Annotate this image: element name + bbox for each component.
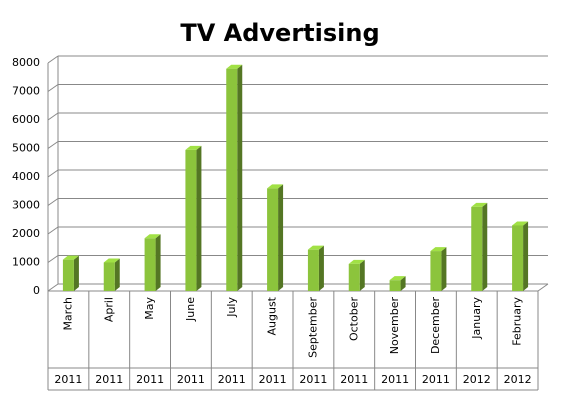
- grid-line: [47, 283, 59, 292]
- y-tick-label: 6000: [12, 113, 40, 126]
- bar-top: [185, 145, 202, 150]
- bar-side: [73, 255, 79, 291]
- y-tick-label: 3000: [12, 199, 40, 212]
- x-tick-label: January: [470, 297, 483, 340]
- bar: [144, 238, 156, 291]
- x-group-label: 2011: [340, 373, 368, 386]
- bar-top: [103, 258, 120, 263]
- y-tick-label: 0: [33, 284, 40, 297]
- x-tick-label: October: [347, 297, 360, 341]
- bar: [389, 280, 401, 291]
- grid-line: [47, 112, 59, 121]
- bar: [512, 225, 524, 291]
- bar: [348, 263, 360, 291]
- grid-line: [47, 255, 59, 263]
- x-group-label: 2011: [54, 373, 82, 386]
- y-tick-label: 8000: [12, 56, 40, 69]
- bar-top: [512, 221, 529, 226]
- y-tick-label: 7000: [12, 85, 40, 98]
- bar: [471, 206, 483, 291]
- grid-line: [47, 198, 59, 206]
- y-tick-label: 1000: [12, 256, 40, 269]
- bar-top: [226, 64, 243, 69]
- chart-title: TV Advertising: [180, 19, 379, 47]
- x-tick-label: June: [184, 297, 197, 322]
- x-group-label: 2011: [177, 373, 205, 386]
- bar-side: [155, 234, 161, 291]
- bar: [103, 262, 115, 291]
- x-group-label: 2012: [463, 373, 491, 386]
- bar-side: [278, 184, 284, 291]
- x-group-label: 2011: [422, 373, 450, 386]
- bar-top: [430, 247, 447, 252]
- bar-side: [237, 64, 243, 291]
- y-tick-label: 5000: [12, 142, 40, 155]
- x-tick-label: July: [225, 297, 238, 318]
- bar-side: [523, 221, 529, 291]
- x-group-label: 2011: [218, 373, 246, 386]
- x-tick-label: May: [143, 297, 156, 320]
- x-group-label: 2011: [299, 373, 327, 386]
- bar-side: [482, 202, 488, 291]
- bar-top: [267, 184, 284, 189]
- bar-side: [441, 247, 447, 291]
- bar-side: [114, 258, 120, 291]
- x-tick-label: December: [429, 297, 442, 355]
- bar-side: [318, 245, 324, 291]
- bar-side: [359, 259, 365, 291]
- floor-edge: [537, 283, 549, 292]
- bar-top: [389, 276, 406, 281]
- bar: [267, 188, 279, 291]
- grid-line: [47, 226, 59, 235]
- x-group-label: 2011: [95, 373, 123, 386]
- y-tick-label: 2000: [12, 227, 40, 240]
- x-tick-label: August: [266, 296, 279, 335]
- x-group-label: 2011: [259, 373, 287, 386]
- grid-line: [47, 141, 59, 149]
- bar-top: [307, 245, 324, 250]
- bar: [430, 251, 442, 291]
- grid-line: [47, 169, 59, 178]
- bar: [307, 249, 319, 291]
- bar-top: [471, 202, 488, 207]
- bar: [62, 259, 74, 291]
- bar: [185, 149, 197, 291]
- bar-side: [196, 145, 202, 291]
- bar-top: [348, 259, 365, 264]
- bar-top: [62, 255, 79, 260]
- x-tick-label: March: [61, 297, 74, 331]
- grid-line: [47, 84, 59, 92]
- x-group-label: 2011: [381, 373, 409, 386]
- x-tick-label: April: [102, 297, 115, 322]
- x-tick-label: February: [511, 297, 524, 346]
- bar-top: [144, 234, 161, 239]
- grid-line: [47, 55, 59, 64]
- x-tick-label: September: [306, 297, 319, 358]
- bar-side: [400, 276, 406, 291]
- x-group-label: 2011: [136, 373, 164, 386]
- x-tick-label: November: [388, 297, 401, 355]
- bar: [226, 68, 238, 291]
- x-group-label: 2012: [504, 373, 532, 386]
- y-tick-label: 4000: [12, 170, 40, 183]
